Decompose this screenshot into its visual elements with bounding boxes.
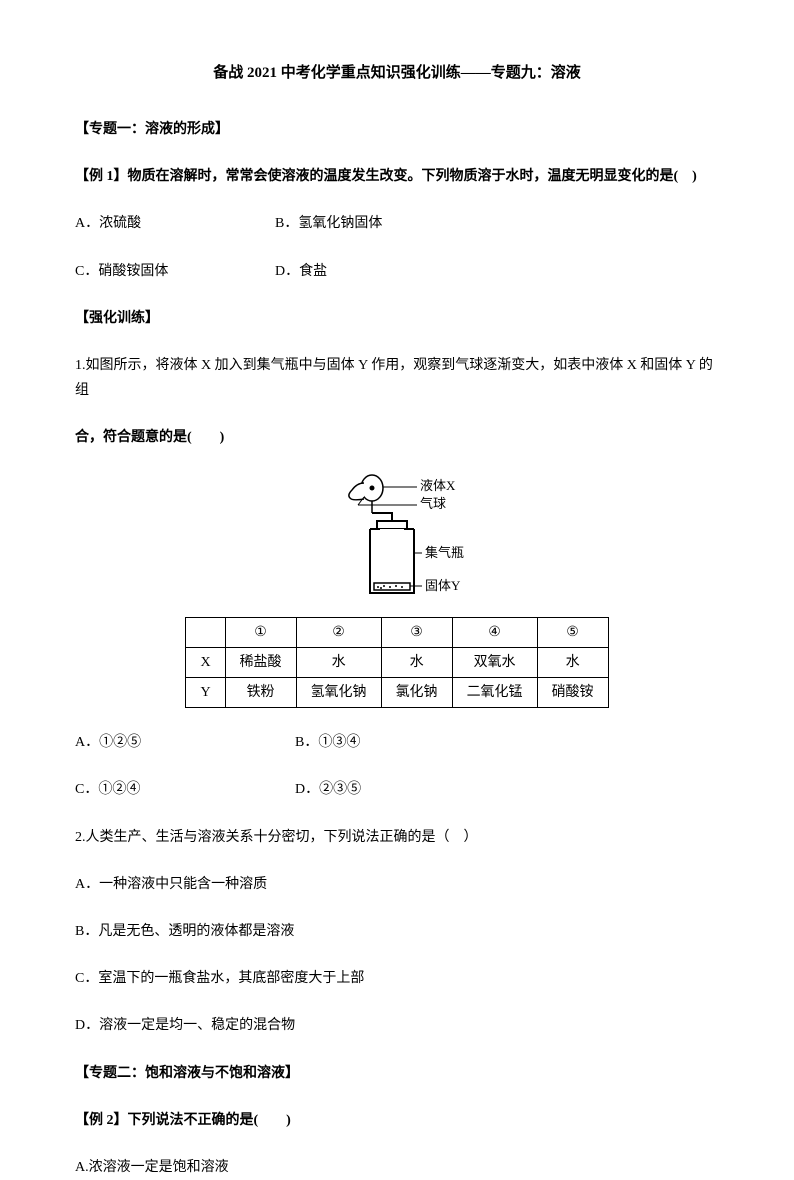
header-4: ④	[452, 617, 537, 647]
q1-line1: 1.如图所示，将液体 X 加入到集气瓶中与固体 Y 作用，观察到气球逐渐变大，如…	[75, 353, 719, 403]
table-header-row: ① ② ③ ④ ⑤	[186, 617, 608, 647]
table-row-x: X 稀盐酸 水 水 双氧水 水	[186, 647, 608, 677]
rowX-5: 水	[537, 647, 608, 677]
rowX-4: 双氧水	[452, 647, 537, 677]
header-3: ③	[381, 617, 452, 647]
q2-optD: D．溶液一定是均一、稳定的混合物	[75, 1013, 719, 1038]
table-row-y: Y 铁粉 氢氧化钠 氯化钠 二氧化锰 硝酸铵	[186, 678, 608, 708]
q1-optC: C．①②④	[75, 777, 295, 802]
apparatus-diagram: 液体X 气球 集气瓶 固体Y	[302, 473, 492, 603]
example1-optC: C．硝酸铵固体	[75, 259, 275, 284]
rowY-2: 氢氧化钠	[296, 678, 381, 708]
rowY-5: 硝酸铵	[537, 678, 608, 708]
q1-options-row2: C．①②④ D．②③⑤	[75, 777, 719, 802]
rowY-4: 二氧化锰	[452, 678, 537, 708]
section1-header: 【专题一：溶液的形成】	[75, 117, 719, 142]
q1-optD: D．②③⑤	[295, 777, 361, 802]
q1-diagram: 液体X 气球 集气瓶 固体Y	[75, 473, 719, 612]
q2-optA: A．一种溶液中只能含一种溶质	[75, 872, 719, 897]
label-balloon: 气球	[420, 496, 446, 511]
example1-optD: D．食盐	[275, 259, 327, 284]
example1-optA: A．浓硫酸	[75, 211, 275, 236]
label-solidY: 固体Y	[425, 578, 461, 593]
example1-options-row2: C．硝酸铵固体 D．食盐	[75, 259, 719, 284]
rowY-1: 铁粉	[225, 678, 296, 708]
rowY-label: Y	[186, 678, 225, 708]
section2-header: 【专题二：饱和溶液与不饱和溶液】	[75, 1061, 719, 1086]
header-1: ①	[225, 617, 296, 647]
q1-line2: 合，符合题意的是( )	[75, 425, 719, 450]
q1-table-wrap: ① ② ③ ④ ⑤ X 稀盐酸 水 水 双氧水 水 Y 铁粉 氢氧化钠 氯化钠 …	[75, 617, 719, 709]
page-title: 备战 2021 中考化学重点知识强化训练——专题九：溶液	[75, 60, 719, 87]
q2-stem: 2.人类生产、生活与溶液关系十分密切，下列说法正确的是（ ）	[75, 825, 719, 850]
rowY-3: 氯化钠	[381, 678, 452, 708]
q2-optB: B．凡是无色、透明的液体都是溶液	[75, 919, 719, 944]
header-empty	[186, 617, 225, 647]
q1-optA: A．①②⑤	[75, 730, 295, 755]
rowX-3: 水	[381, 647, 452, 677]
rowX-2: 水	[296, 647, 381, 677]
example2-optA: A.浓溶液一定是饱和溶液	[75, 1155, 719, 1180]
rowX-label: X	[186, 647, 225, 677]
example1-options-row1: A．浓硫酸 B．氢氧化钠固体	[75, 211, 719, 236]
example1-optB: B．氢氧化钠固体	[275, 211, 382, 236]
example1-stem: 【例 1】物质在溶解时，常常会使溶液的温度发生改变。下列物质溶于水时，温度无明显…	[75, 164, 719, 189]
q1-options-row1: A．①②⑤ B．①③④	[75, 730, 719, 755]
q2-optC: C．室温下的一瓶食盐水，其底部密度大于上部	[75, 966, 719, 991]
label-liquidX: 液体X	[420, 478, 456, 493]
rowX-1: 稀盐酸	[225, 647, 296, 677]
header-5: ⑤	[537, 617, 608, 647]
q1-table: ① ② ③ ④ ⑤ X 稀盐酸 水 水 双氧水 水 Y 铁粉 氢氧化钠 氯化钠 …	[185, 617, 608, 709]
label-bottle: 集气瓶	[425, 545, 464, 560]
training-header: 【强化训练】	[75, 306, 719, 331]
example2-stem: 【例 2】下列说法不正确的是( )	[75, 1108, 719, 1133]
header-2: ②	[296, 617, 381, 647]
q1-optB: B．①③④	[295, 730, 360, 755]
